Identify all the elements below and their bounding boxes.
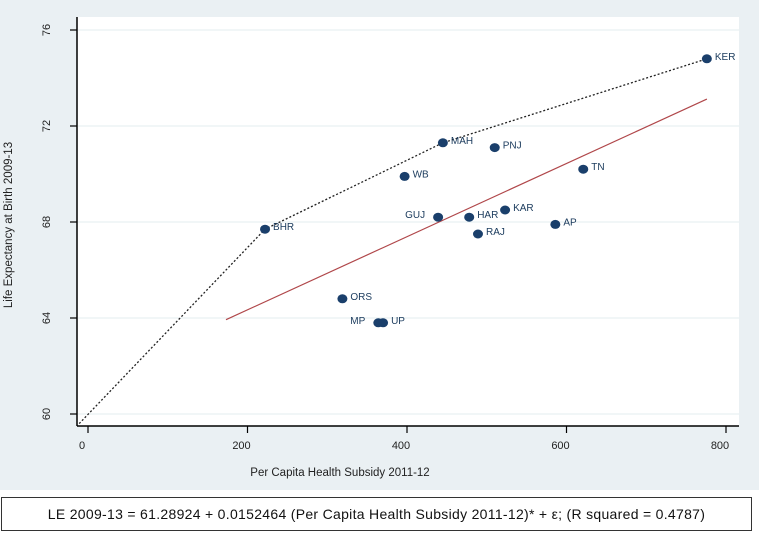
frontier-line [78, 58, 708, 425]
gridlines [78, 29, 739, 415]
y-tick-label: 76 [41, 24, 53, 36]
x-tick-label: 200 [232, 440, 250, 452]
data-point-pnj [489, 143, 500, 153]
point-label-mah: MAH [451, 136, 473, 147]
point-label-tn: TN [591, 162, 604, 173]
data-point-bhr [260, 224, 271, 234]
y-tick-label: 64 [41, 312, 53, 324]
figure-background: KER MAH PNJ TN WB GUJ HAR KAR AP RAJ BHR ORS MP UP 0 2… [0, 0, 759, 490]
x-tick-label: 600 [551, 440, 569, 452]
y-tick-label: 60 [41, 408, 53, 420]
point-label-ors: ORS [350, 292, 372, 303]
series-lines [78, 58, 708, 425]
point-label-guj: GUJ [405, 210, 425, 221]
scatter-chart: KER MAH PNJ TN WB GUJ HAR KAR AP RAJ BHR ORS MP UP 0 2… [3, 17, 739, 479]
regression-line [225, 98, 708, 321]
y-tick-label: 68 [41, 216, 53, 228]
regression-equation-box: LE 2009-13 = 61.28924 + 0.0152464 (Per C… [1, 497, 752, 531]
point-label-kar: KAR [513, 203, 534, 214]
y-tick-label: 72 [41, 120, 53, 132]
point-label-mp: MP [350, 316, 365, 327]
point-label-raj: RAJ [486, 227, 505, 238]
data-point-har [464, 212, 475, 222]
data-point-kar [500, 205, 511, 215]
data-point-tn [578, 164, 589, 174]
point-label-har: HAR [477, 210, 498, 221]
point-label-up: UP [391, 316, 405, 327]
data-point-raj [472, 229, 483, 239]
data-point-guj [433, 212, 444, 222]
point-label-pnj: PNJ [503, 141, 522, 152]
y-axis-title: Life Expectancy at Birth 2009-13 [3, 142, 15, 308]
data-point-up [378, 318, 389, 328]
data-point-ker [701, 54, 712, 64]
data-points: KER MAH PNJ TN WB GUJ HAR KAR AP RAJ BHR ORS MP UP [260, 52, 735, 328]
data-point-ap [550, 219, 561, 229]
x-axis-ticks: 0 200 400 600 800 [79, 426, 729, 452]
x-tick-label: 400 [392, 440, 410, 452]
point-label-ker: KER [715, 52, 736, 63]
point-label-ap: AP [563, 217, 577, 228]
x-tick-label: 0 [79, 440, 85, 452]
regression-equation: LE 2009-13 = 61.28924 + 0.0152464 (Per C… [47, 506, 706, 522]
point-label-bhr: BHR [273, 222, 294, 233]
x-axis-title: Per Capita Health Subsidy 2011-12 [250, 467, 429, 479]
x-tick-label: 800 [711, 440, 729, 452]
data-point-ors [337, 294, 348, 304]
point-label-wb: WB [413, 169, 429, 180]
y-axis-ticks: 60 64 68 72 76 [41, 24, 77, 420]
data-point-mah [437, 138, 448, 148]
data-point-wb [399, 171, 410, 181]
